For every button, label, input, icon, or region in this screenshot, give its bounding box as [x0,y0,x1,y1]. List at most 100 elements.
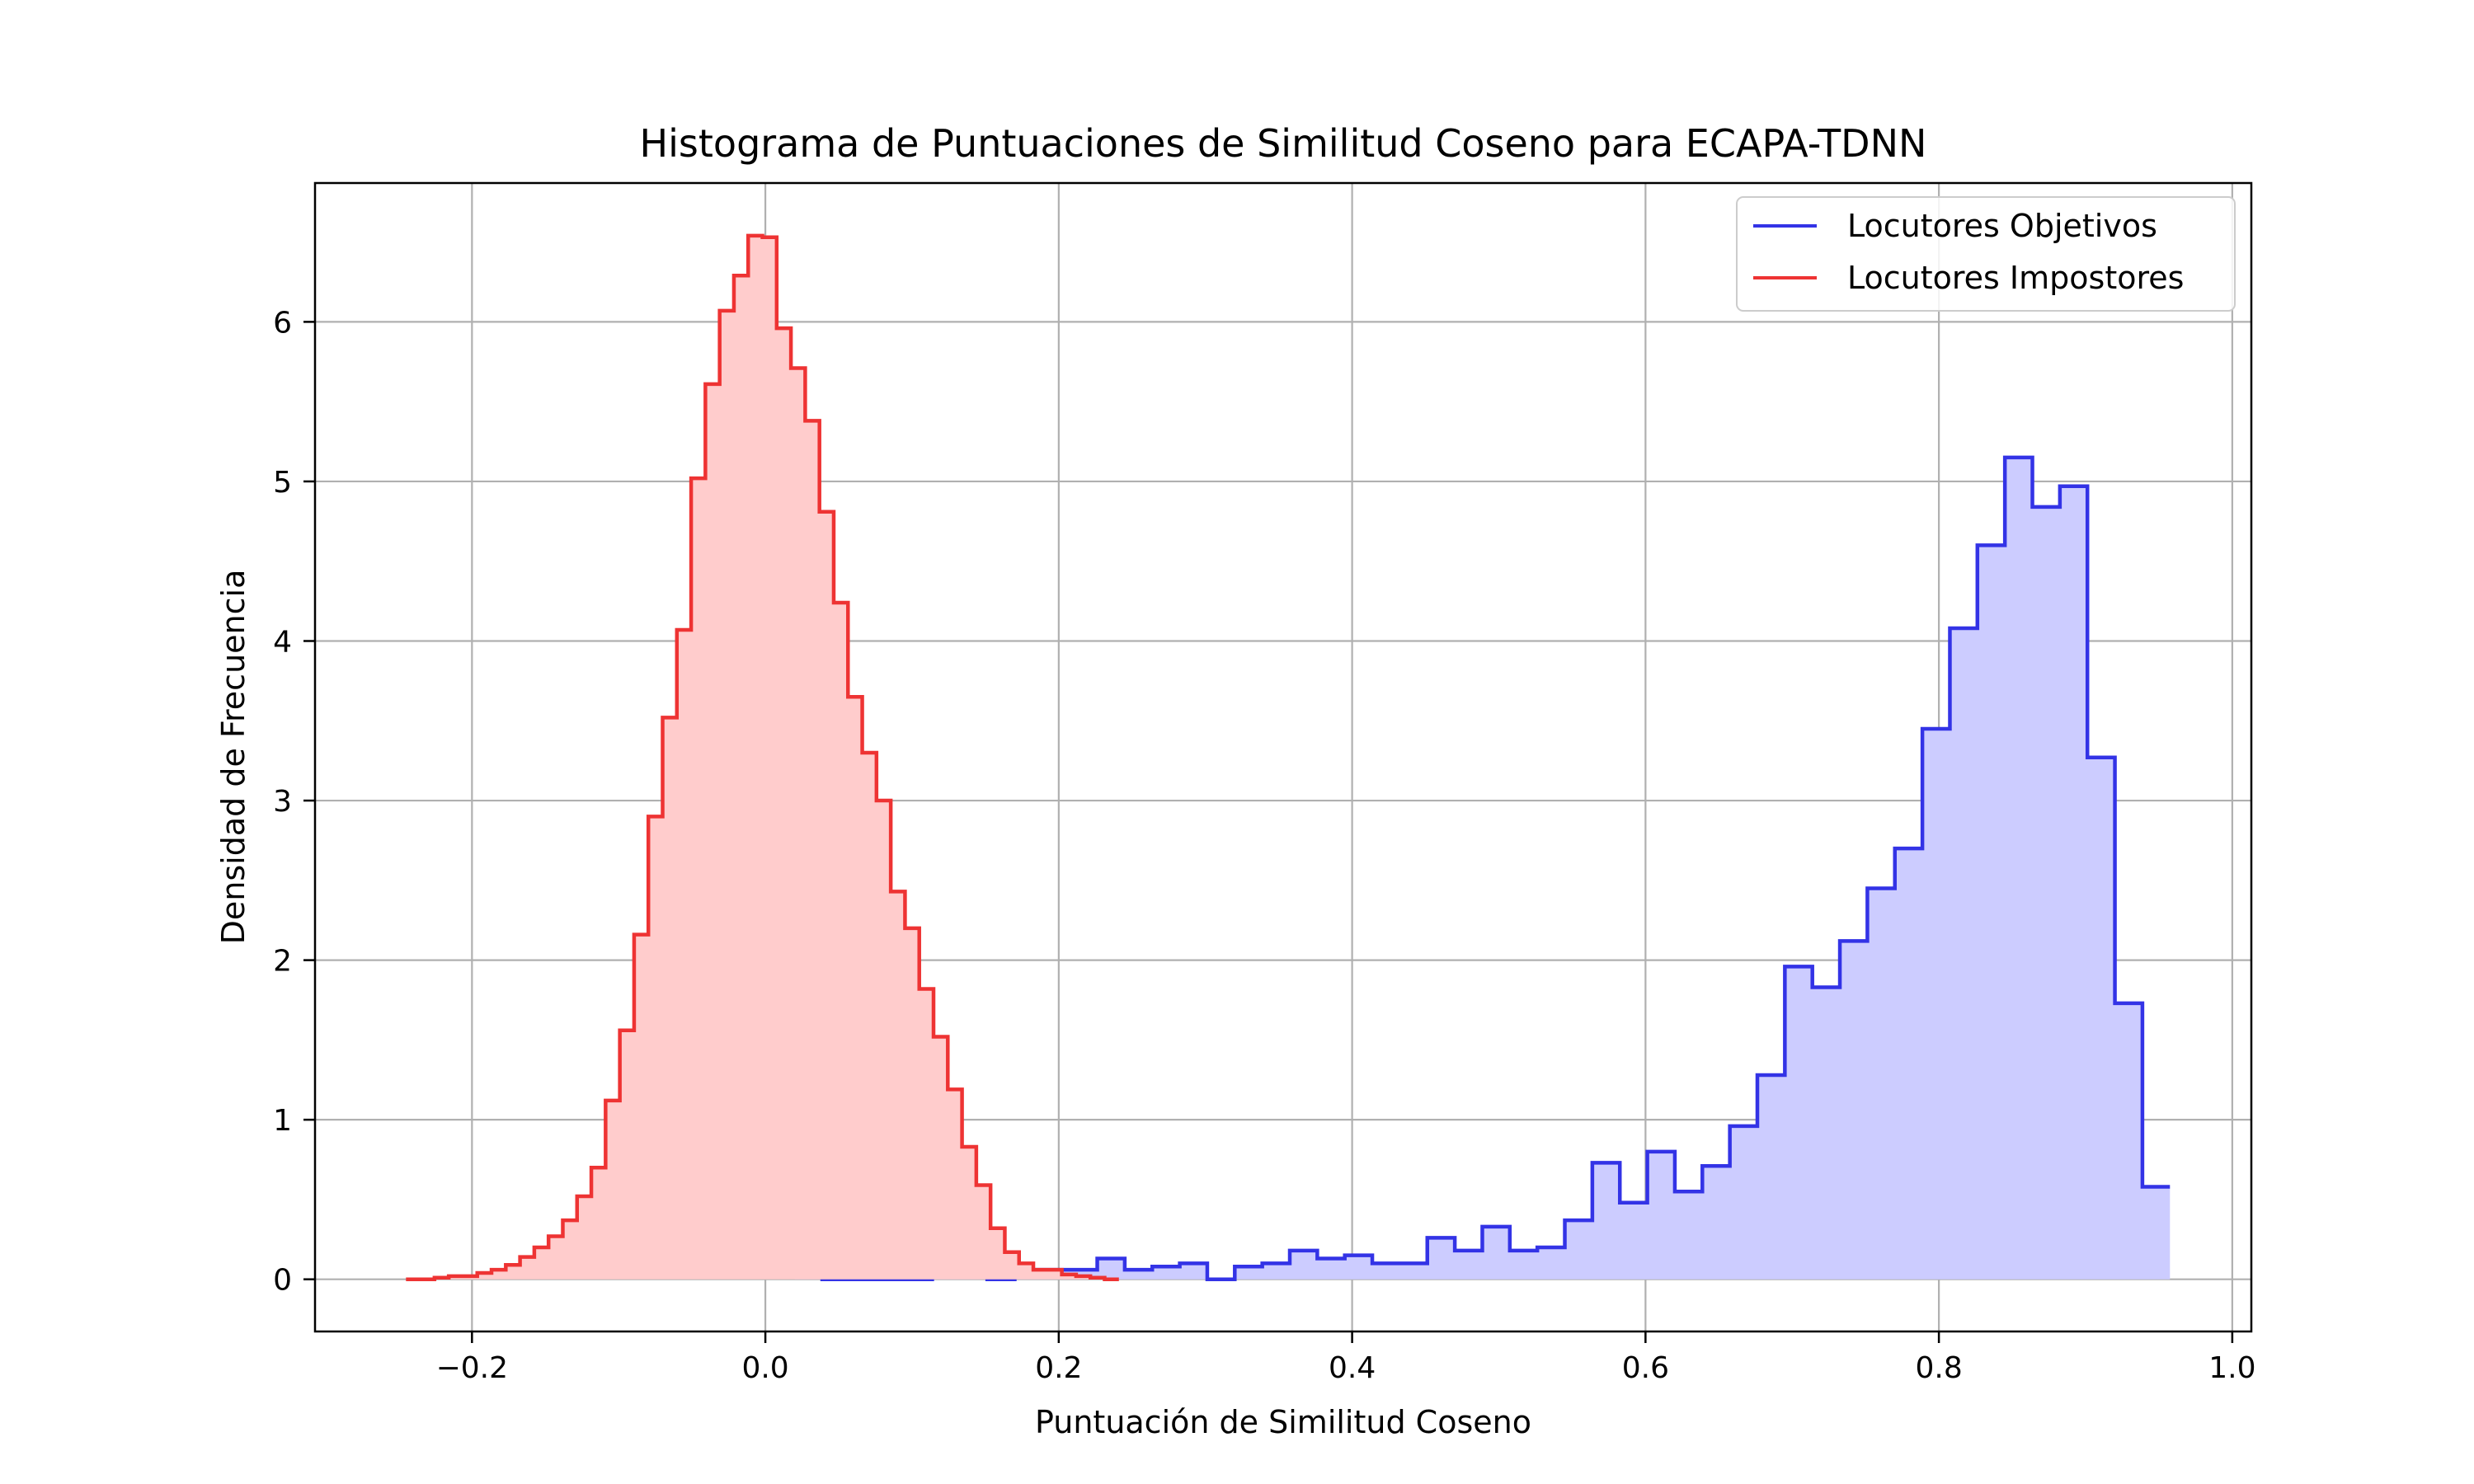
x-tick-label: 0.8 [1915,1351,1962,1385]
histogram-bin [1565,1220,1592,1280]
histogram-bin [1757,1075,1785,1280]
histogram-bin [562,1220,576,1280]
histogram-bin [1730,1126,1757,1280]
histogram-bin [1290,1251,1317,1280]
histogram-bin [1620,1203,1647,1280]
histogram-bin [2060,486,2087,1280]
histogram-bin [1263,1263,1290,1279]
histogram-bin [848,697,862,1279]
histogram-bin [1675,1191,1702,1279]
histogram-bin [677,630,691,1280]
y-tick-label: 3 [273,785,292,819]
legend-box [1736,196,2236,312]
series-layer [406,233,2171,1281]
histogram-bin [605,1101,619,1280]
histogram-bin [834,603,848,1280]
histogram-bin [748,236,762,1280]
histogram-bin [962,1147,976,1280]
histogram-bin [934,1037,948,1280]
y-tick-label: 2 [273,945,292,979]
histogram-bin [1978,545,2005,1279]
x-tick-label: 0.2 [1035,1351,1082,1385]
y-axis-label: Densidad de Frecuencia [215,570,252,945]
x-tick-label: 0.4 [1329,1351,1376,1385]
histogram-bin [948,1089,962,1279]
histogram-bin [777,328,791,1280]
histogram-fill [406,235,1119,1280]
histogram-bin [1895,848,1922,1280]
chart-title: Histograma de Puntuaciones de Similitud … [640,121,1927,166]
histogram-bin [691,478,705,1280]
histogram-bin [2115,1003,2142,1280]
histogram-bin [548,1236,562,1279]
histogram-bin [734,275,748,1279]
histogram-bin [520,1257,534,1280]
x-tick-label: −0.2 [436,1351,508,1385]
histogram-bin [763,237,777,1280]
y-tick-label: 0 [273,1264,292,1298]
y-tick-label: 5 [273,466,292,500]
histogram-bin [2087,758,2114,1280]
y-tick-label: 1 [273,1104,292,1138]
x-axis-label: Puntuación de Similitud Coseno [1035,1404,1531,1440]
histogram-step-line [794,455,2171,1281]
x-tick-label: 1.0 [2208,1351,2255,1385]
histogram-bin [1592,1162,1620,1279]
histogram-bin [2142,1186,2170,1279]
histogram-bin [634,935,648,1280]
histogram-bin [1813,988,1840,1280]
histogram-bin [705,384,719,1280]
legend-label-objetivos: Locutores Objetivos [1847,208,2157,244]
plot-frame [313,181,2253,1333]
histogram-bin [648,816,662,1279]
series-locutores-impostores [406,233,1119,1281]
histogram-bin [1317,1259,1344,1280]
histogram-bin [2005,458,2032,1280]
histogram-bin [506,1265,520,1279]
y-tick-label: 4 [273,625,292,659]
histogram-bin [1922,729,1950,1280]
legend-label-impostores: Locutores Impostores [1847,260,2184,296]
histogram-bin [1399,1263,1427,1279]
histogram-bin [1537,1247,1564,1280]
histogram-bin [820,512,834,1280]
histogram-step-line [406,233,1119,1281]
histogram-bin [1372,1263,1399,1279]
histogram-bin [1702,1166,1729,1279]
histogram-bin [891,891,905,1279]
histogram-bin [1482,1227,1509,1280]
histogram-bin [905,928,919,1280]
histogram-bin [1648,1152,1675,1280]
histogram-bin [791,369,805,1280]
histogram-bin [1019,1263,1033,1279]
legend: Locutores Objetivos Locutores Impostores [1736,196,2236,312]
y-tick-label: 6 [273,306,292,340]
histogram-bin [577,1196,591,1280]
histogram-bin [534,1247,548,1280]
histogram-bin [1867,889,1894,1280]
x-tick-label: 0.0 [741,1351,788,1385]
histogram-bin [877,801,891,1280]
histogram-bin [1455,1251,1482,1280]
x-tick-label: 0.6 [1622,1351,1669,1385]
histogram-bin [1004,1252,1018,1280]
axis-ticks: −0.2 0.0 0.2 0.4 0.6 0.8 1.0 0 1 2 3 4 5 6 [273,306,2255,1385]
histogram-bin [1180,1263,1207,1279]
histogram-bin [863,753,877,1280]
histogram-fill [794,457,2171,1280]
histogram-bin [920,989,934,1279]
histogram-bin [1510,1251,1537,1280]
histogram-bin [663,717,677,1279]
histogram-bin [1152,1266,1179,1279]
histogram-bin [720,311,734,1280]
histogram-bin [1345,1256,1372,1280]
series-locutores-objetivos [794,455,2171,1281]
histogram-bin [1785,966,1812,1279]
histogram-bin [1840,941,1867,1279]
histogram-bin [1235,1266,1262,1279]
histogram-bin [990,1228,1004,1280]
histogram-bin [1427,1237,1455,1279]
histogram-bin [591,1167,605,1279]
histogram-bin [976,1186,990,1280]
